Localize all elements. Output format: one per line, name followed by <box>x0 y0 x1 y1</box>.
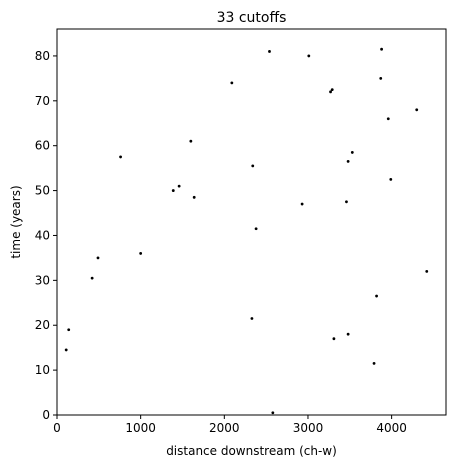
data-point <box>96 256 100 260</box>
data-point <box>139 252 143 255</box>
data-point <box>307 54 311 58</box>
chart-title: 33 cutoffs <box>217 10 287 26</box>
y-tick-label: 40 <box>35 228 50 242</box>
x-tick-label: 0 <box>53 421 61 435</box>
data-point <box>386 117 390 121</box>
x-tick-label: 1000 <box>125 421 156 435</box>
data-point <box>254 227 258 231</box>
y-tick-label: 0 <box>42 408 50 422</box>
x-tick-label: 3000 <box>293 421 324 435</box>
data-point <box>380 47 383 51</box>
data-point <box>250 317 254 320</box>
data-point <box>346 160 350 163</box>
data-point <box>67 328 71 332</box>
data-point <box>425 269 429 273</box>
data-point <box>300 202 304 206</box>
y-tick-label: 70 <box>35 94 50 108</box>
data-point <box>271 411 275 415</box>
x-axis-ticks: 0 1000 2000 3000 4000 <box>53 415 407 435</box>
data-point <box>64 348 68 352</box>
data-point <box>379 76 383 80</box>
data-point <box>332 337 336 341</box>
data-point <box>346 332 350 336</box>
data-point <box>119 155 122 159</box>
data-point <box>171 189 175 192</box>
data-point <box>192 195 196 199</box>
data-point <box>415 108 419 112</box>
data-point <box>230 81 234 85</box>
y-axis-ticks: 0 10 20 30 40 50 60 70 80 <box>35 49 57 422</box>
data-point <box>345 200 348 204</box>
data-point <box>330 88 334 91</box>
data-point <box>90 276 94 280</box>
data-point <box>329 90 332 94</box>
y-tick-label: 30 <box>35 273 50 287</box>
x-tick-label: 2000 <box>209 421 240 435</box>
y-axis-label: time (years) <box>9 185 23 258</box>
data-point <box>350 151 354 154</box>
x-axis-label: distance downstream (ch-w) <box>166 444 337 458</box>
data-point <box>389 177 393 181</box>
data-point <box>189 139 193 143</box>
y-tick-label: 20 <box>35 318 50 332</box>
data-point <box>177 184 181 188</box>
data-point <box>372 361 376 365</box>
data-point <box>251 164 255 168</box>
y-tick-label: 80 <box>35 49 50 63</box>
y-tick-label: 10 <box>35 363 50 377</box>
data-point <box>268 50 271 53</box>
data-points <box>64 47 429 415</box>
x-tick-label: 4000 <box>376 421 407 435</box>
data-point <box>375 294 378 298</box>
y-tick-label: 50 <box>35 184 50 198</box>
y-tick-label: 60 <box>35 139 50 153</box>
plot-frame <box>56 28 447 416</box>
